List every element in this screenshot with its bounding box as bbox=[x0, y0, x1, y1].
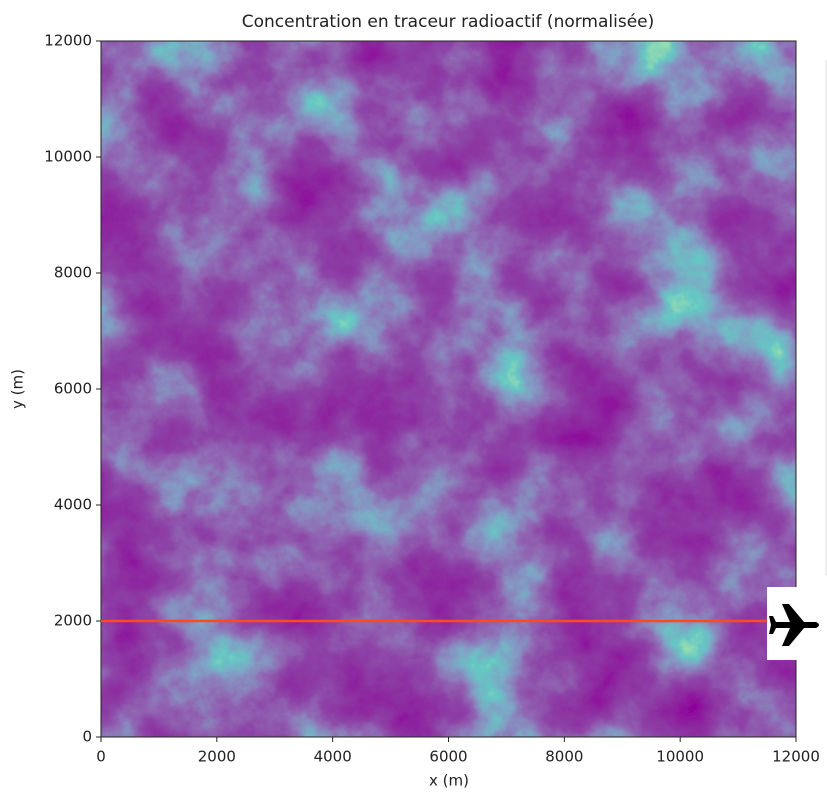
x-tick-label: 10000 bbox=[656, 748, 704, 766]
x-axis-label: x (m) bbox=[429, 772, 469, 790]
x-tick-label: 0 bbox=[96, 748, 106, 766]
x-tick-label: 12000 bbox=[772, 748, 820, 766]
airplane bbox=[769, 604, 819, 646]
y-axis-label: y (m) bbox=[9, 369, 27, 409]
y-tick-label: 6000 bbox=[54, 380, 92, 398]
x-tick-label: 8000 bbox=[545, 748, 583, 766]
aircraft-icon bbox=[767, 587, 827, 660]
y-tick-label: 0 bbox=[82, 728, 92, 746]
x-tick-label: 4000 bbox=[314, 748, 352, 766]
x-tick-label: 6000 bbox=[429, 748, 467, 766]
y-tick-label: 4000 bbox=[54, 496, 92, 514]
y-tick-label: 10000 bbox=[44, 148, 92, 166]
y-tick-label: 12000 bbox=[44, 32, 92, 50]
y-tick-label: 2000 bbox=[54, 612, 92, 630]
x-tick-label: 2000 bbox=[198, 748, 236, 766]
chart-title: Concentration en traceur radioactif (nor… bbox=[242, 12, 655, 32]
y-tick-label: 8000 bbox=[54, 264, 92, 282]
heatmap-field bbox=[101, 41, 796, 737]
